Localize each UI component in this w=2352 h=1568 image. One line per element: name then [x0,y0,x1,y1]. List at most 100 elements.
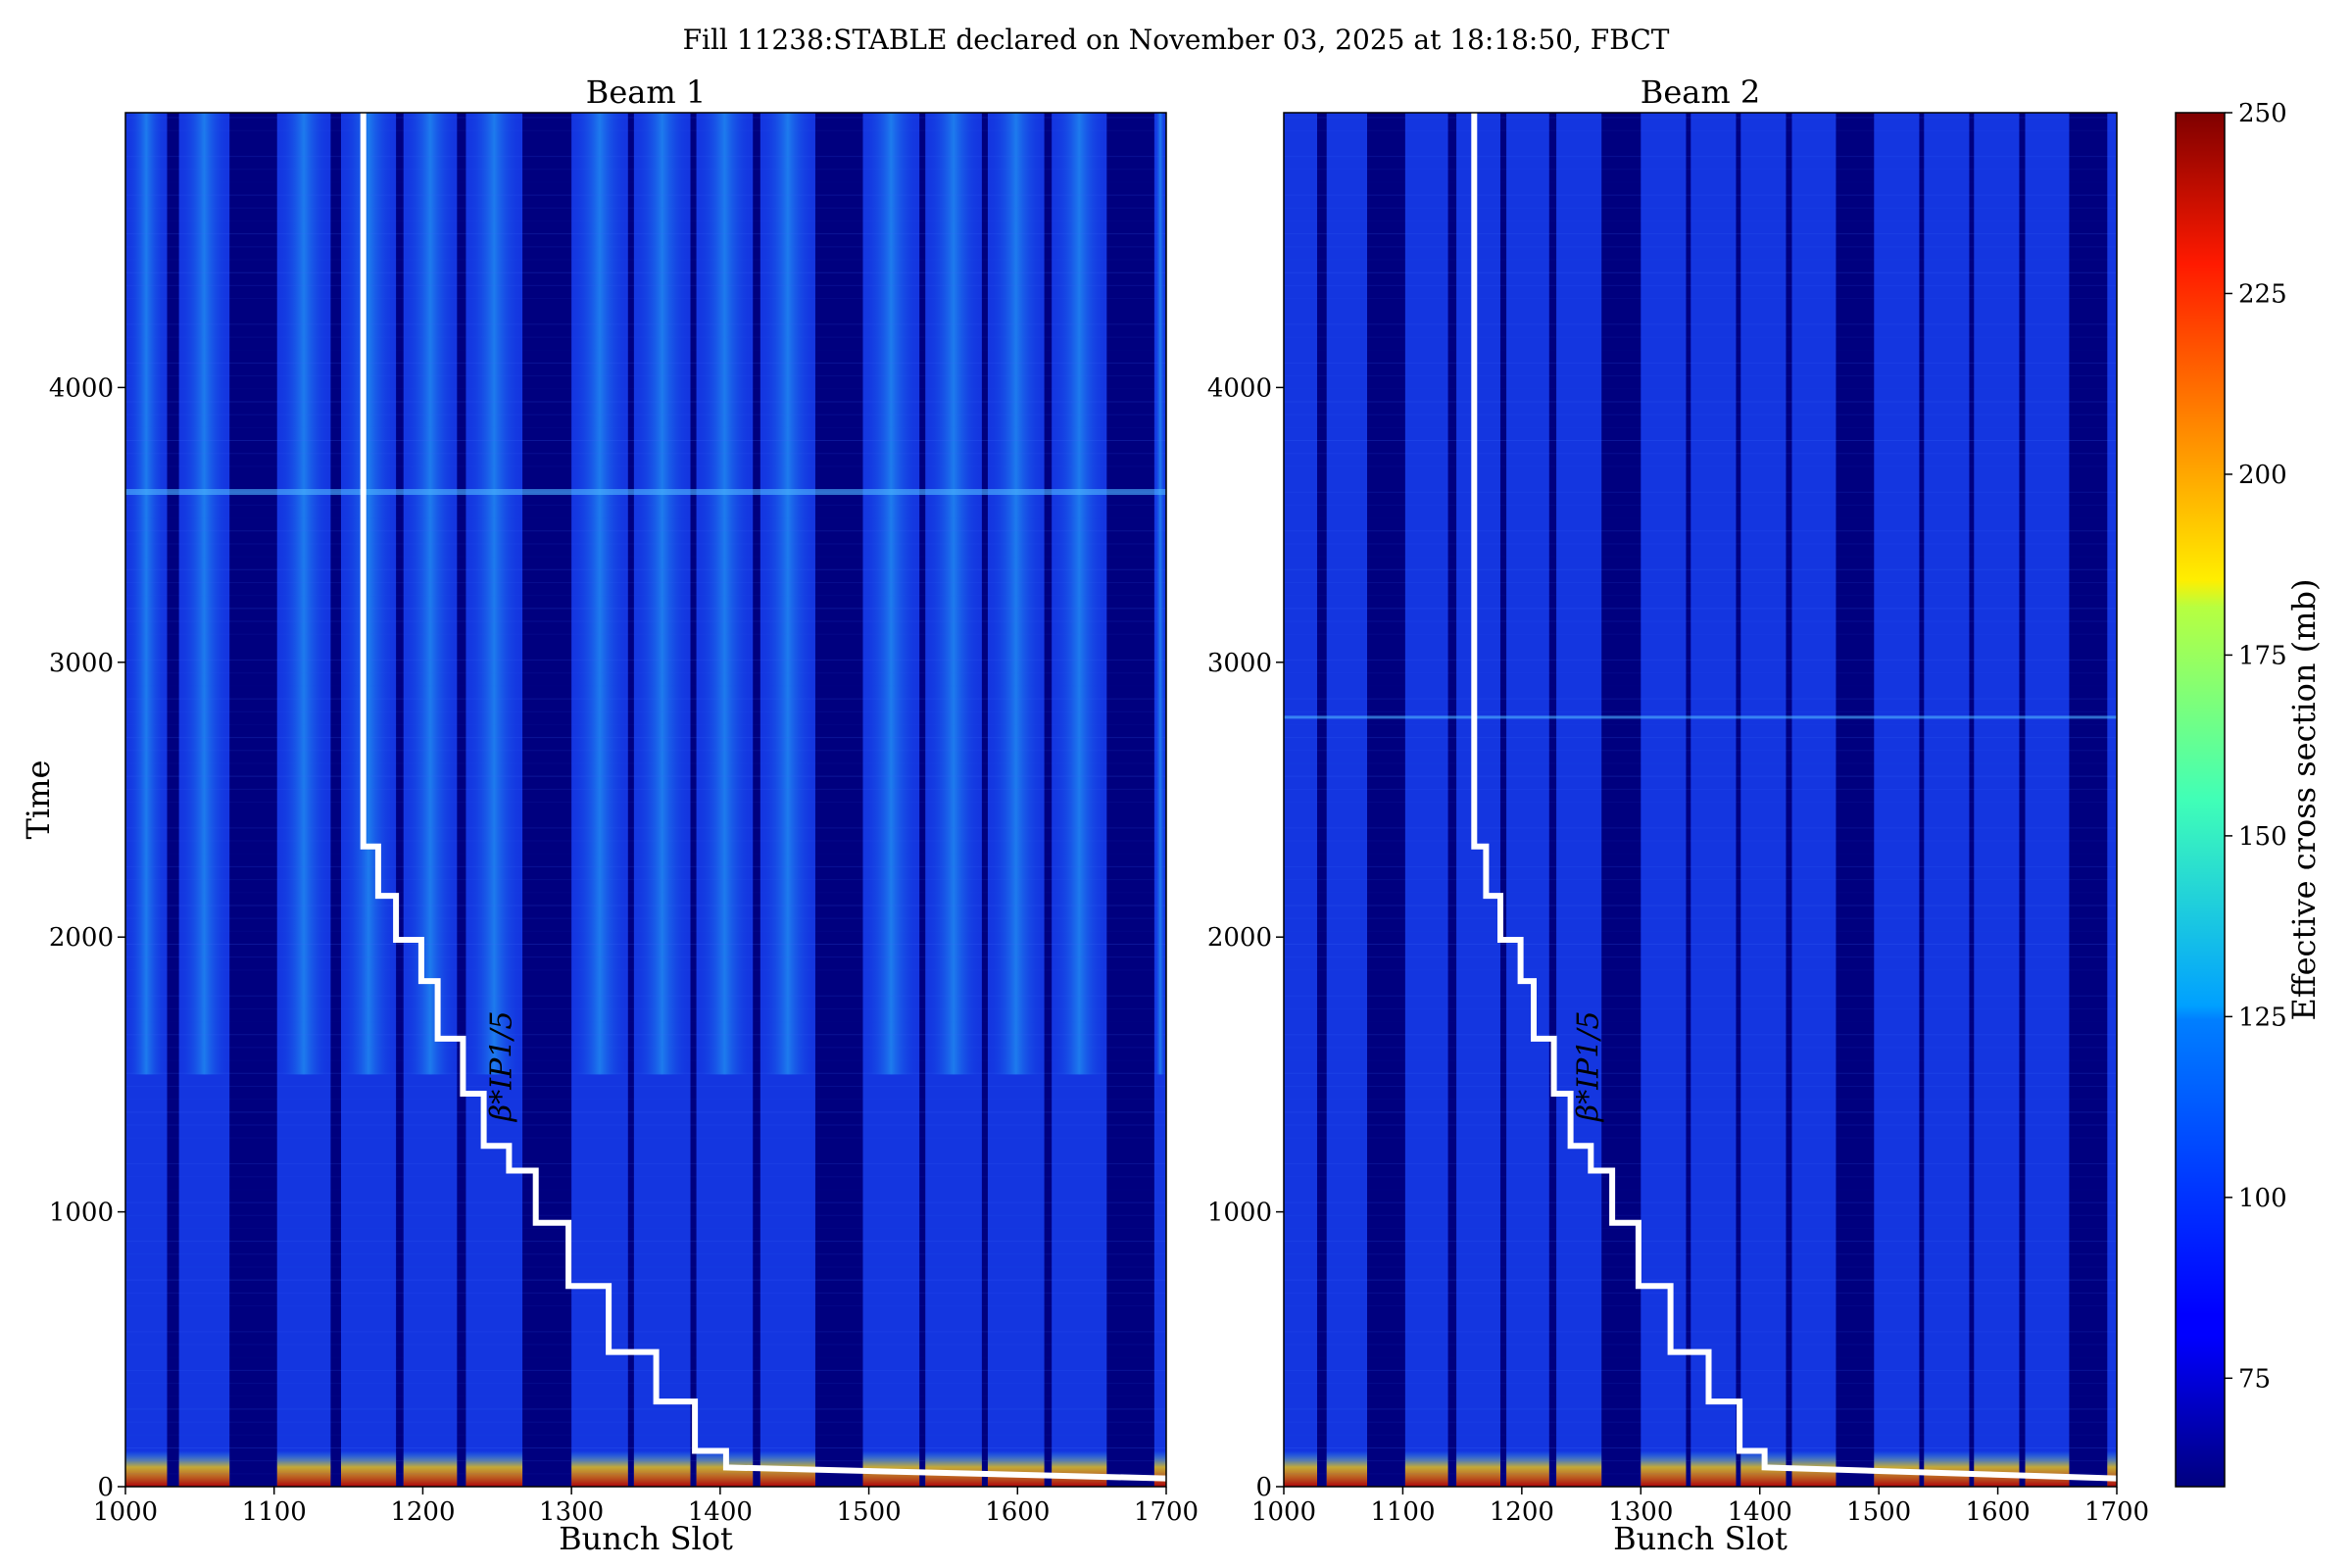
bunch-train-hot-region [2025,1450,2070,1487]
axes-frame [1283,112,2118,1488]
bunch-train-band [1974,113,2020,1487]
colorbar-tick-label: 150 [2238,822,2287,852]
bunch-train-glow [571,113,628,1075]
x-tick-label: 1200 [1490,1497,1554,1527]
bunch-train-hot-region [125,1450,168,1487]
bunch-train-band [1326,113,1367,1487]
colorbar-ticks: 75 100 125 150 175 200 225 250 [2225,99,2287,1394]
bunch-train-glow [125,113,168,1075]
colorbar-tick-label: 225 [2238,279,2287,309]
y-tick-label: 4000 [49,373,114,403]
bunch-train-glow [403,113,458,1075]
x-tick-label: 1000 [93,1497,158,1527]
bunch-train-glow [1052,113,1107,1075]
y-tick-label: 0 [1255,1473,1272,1502]
colorbar-label: Effective cross section (mb) [2285,579,2323,1021]
bunch-train-hot-region [2107,1450,2117,1487]
colorbar-tick-label: 100 [2238,1184,2287,1213]
bunch-train-hot-region [466,1450,523,1487]
beta-star-step-line [1471,113,2118,1482]
bunch-train-hot-region [1052,1450,1107,1487]
bunch-train-hot-region [1284,1450,1317,1487]
bunch-train-band [1874,113,1920,1487]
bunch-train-band [1641,113,1687,1487]
bunch-train-hot-region [1326,1450,1367,1487]
panel-title: Beam 1 [586,74,706,111]
x-tick-label: 1500 [836,1497,901,1527]
bunch-train-band [1556,113,1602,1487]
bunch-train-band [2107,113,2117,1487]
bunch-train-hot-region [1924,1450,1970,1487]
x-tick-label: 1400 [688,1497,753,1527]
bunch-train-hot-region [1456,1450,1500,1487]
bunch-train-hot-region [403,1450,458,1487]
bunch-train-glow [466,113,523,1075]
y-tick-label: 1000 [1207,1199,1272,1228]
x-tick-label: 1200 [390,1497,455,1527]
bunch-train-glow [633,113,691,1075]
x-tick-label: 1300 [539,1497,604,1527]
y-tick-label: 1000 [49,1199,114,1228]
bunch-train-band [1791,113,1837,1487]
x-tick-label: 1600 [1965,1497,2030,1527]
bunch-train-glow [925,113,982,1075]
figure-suptitle: Fill 11238:STABLE declared on November 0… [683,24,1670,56]
y-tick-label: 0 [97,1473,114,1502]
bunch-train-glow [862,113,920,1075]
beta-star-step-line [360,113,1167,1482]
y-tick-label: 4000 [1207,373,1272,403]
colorbar-tick-label: 175 [2238,641,2287,670]
beam1-heatmap-panel: β*IP1/5 Beam 1 1000 1100 1200 1300 1400 1500 160… [20,74,1199,1557]
bunch-train-hot-region [571,1450,628,1487]
bunch-train-glow [276,113,331,1075]
bunch-train-hot-region [925,1450,982,1487]
colorbar-tick-label: 200 [2238,461,2287,490]
bunch-train-band [1284,113,1317,1487]
bunch-train-hot-region [1506,1450,1549,1487]
bunch-train-hot-region [178,1450,230,1487]
colorbar-tick-label: 250 [2238,99,2287,128]
x-tick-label: 1700 [2084,1497,2149,1527]
bunch-train-band [1456,113,1500,1487]
colorbar-tick-label: 75 [2238,1364,2271,1394]
x-axis-label: Bunch Slot [559,1520,733,1557]
bunch-train-hot-region [1404,1450,1448,1487]
panel-title: Beam 2 [1641,74,1760,111]
colorbar: 75 100 125 150 175 200 225 250 Effective cross … [2175,99,2323,1488]
bunch-train-glow [987,113,1045,1075]
y-tick-label: 3000 [49,649,114,678]
bunch-train-band [2025,113,2070,1487]
x-tick-label: 1700 [1134,1497,1199,1527]
bunch-train-glow [340,113,397,1075]
bunch-train-glow [760,113,815,1075]
x-axis-label: Bunch Slot [1613,1520,1788,1557]
beta-star-label: β*IP1/5 [1572,1010,1606,1122]
x-tick-label: 1100 [1370,1497,1435,1527]
colorbar-tick-label: 125 [2238,1003,2287,1032]
bunch-train-band [1506,113,1549,1487]
x-tick-label: 1500 [1846,1497,1911,1527]
y-axis-label: Time [20,760,57,840]
axes-frame [124,112,1167,1488]
x-tick-label: 1400 [1728,1497,1792,1527]
bunch-train-band [1924,113,1970,1487]
bunch-train-band [1404,113,1448,1487]
y-tick-label: 2000 [1207,923,1272,953]
bunch-train-hot-region [276,1450,331,1487]
colorbar-scale [2175,112,2226,1488]
bunch-train-glow [1153,113,1166,1075]
bunch-train-band [1740,113,1787,1487]
beam2-heatmap-panel: β*IP1/5 Beam 2 1000 1100 1200 1300 1400 1500 160… [1207,74,2149,1557]
y-tick-label: 2000 [49,923,114,953]
bunch-train-hot-region [987,1450,1045,1487]
x-tick-label: 1600 [985,1497,1050,1527]
x-tick-label: 1300 [1608,1497,1673,1527]
bunch-train-band [1690,113,1737,1487]
x-tick-label: 1000 [1251,1497,1316,1527]
bunch-train-hot-region [1974,1450,2020,1487]
bunch-train-hot-region [1690,1450,1737,1487]
bunch-train-glow [696,113,754,1075]
bunch-train-hot-region [1641,1450,1687,1487]
bunch-train-hot-region [340,1450,397,1487]
